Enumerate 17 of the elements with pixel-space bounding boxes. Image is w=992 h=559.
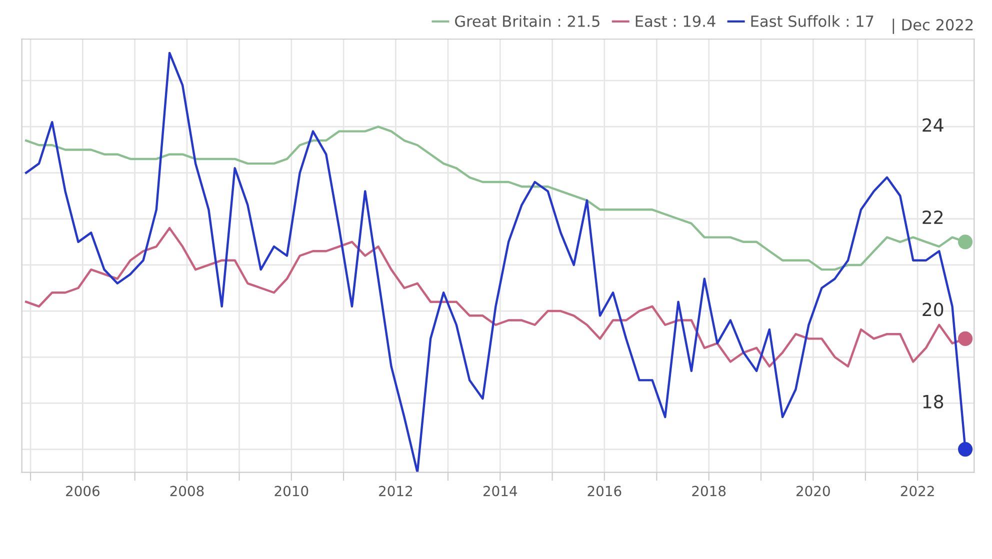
x-tick-label: 2018: [692, 486, 726, 496]
y-tick-label: 22: [922, 210, 943, 224]
x-tick-label: 2020: [796, 486, 830, 496]
y-tick-label: 18: [923, 394, 944, 408]
legend-label: East Suffolk : 17: [751, 15, 874, 28]
legend-label: Great Britain : 21.5: [455, 15, 600, 28]
x-tick-label: 2006: [66, 486, 100, 496]
x-tick-label: 2014: [483, 486, 518, 496]
y-tick-label: 20: [922, 302, 944, 316]
x-tick-label: 2016: [588, 486, 622, 496]
y-tick-label: 24: [922, 118, 944, 132]
x-tick-label: 2010: [274, 486, 308, 496]
x-tick-label: 2008: [170, 486, 204, 496]
x-tick-label: 2022: [900, 486, 934, 496]
legend-label: East : 19.4: [636, 15, 716, 28]
text: | Dec 2022: [892, 18, 973, 34]
x-tick-label: 2012: [379, 486, 412, 496]
